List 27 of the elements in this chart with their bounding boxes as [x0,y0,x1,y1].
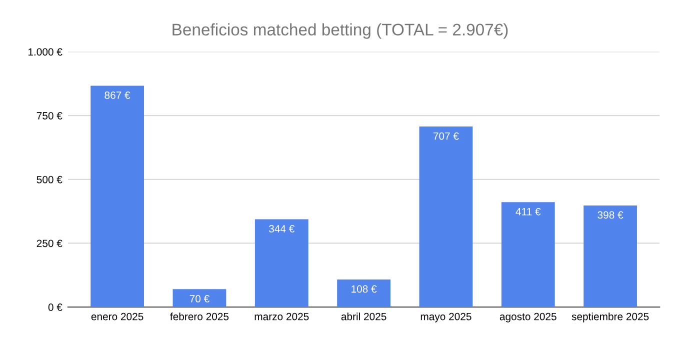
x-tick-label: enero 2025 [91,312,144,320]
y-tick-label: 500 € [36,176,62,184]
y-tick-label: 0 € [48,304,62,311]
bar [172,289,226,308]
bar [337,279,391,308]
data-label: 867 € [104,92,130,99]
bar [254,219,308,308]
y-tick-label: 750 € [36,112,62,120]
chart-title: Beneficios matched betting (TOTAL = 2.907€) [172,23,508,39]
bar [419,126,473,308]
x-tick-label: febrero 2025 [170,312,229,320]
x-tick-label: septiembre 2025 [572,312,649,322]
data-label: 398 € [598,211,624,219]
x-tick-label: marzo 2025 [254,312,309,320]
data-label: 70 € [190,295,210,302]
bar [90,86,144,308]
data-label: 707 € [433,132,459,140]
data-label: 344 € [269,225,295,232]
x-tick-label: abril 2025 [341,312,386,320]
data-label: 108 € [352,285,377,293]
bar [584,205,638,308]
x-tick-label: mayo 2025 [420,312,472,322]
y-tick-label: 250 € [36,240,62,248]
data-label: 411 € [516,208,541,216]
y-tick-label: 1.000 € [28,48,62,56]
bar [501,202,555,308]
x-tick-label: agosto 2025 [500,312,556,322]
